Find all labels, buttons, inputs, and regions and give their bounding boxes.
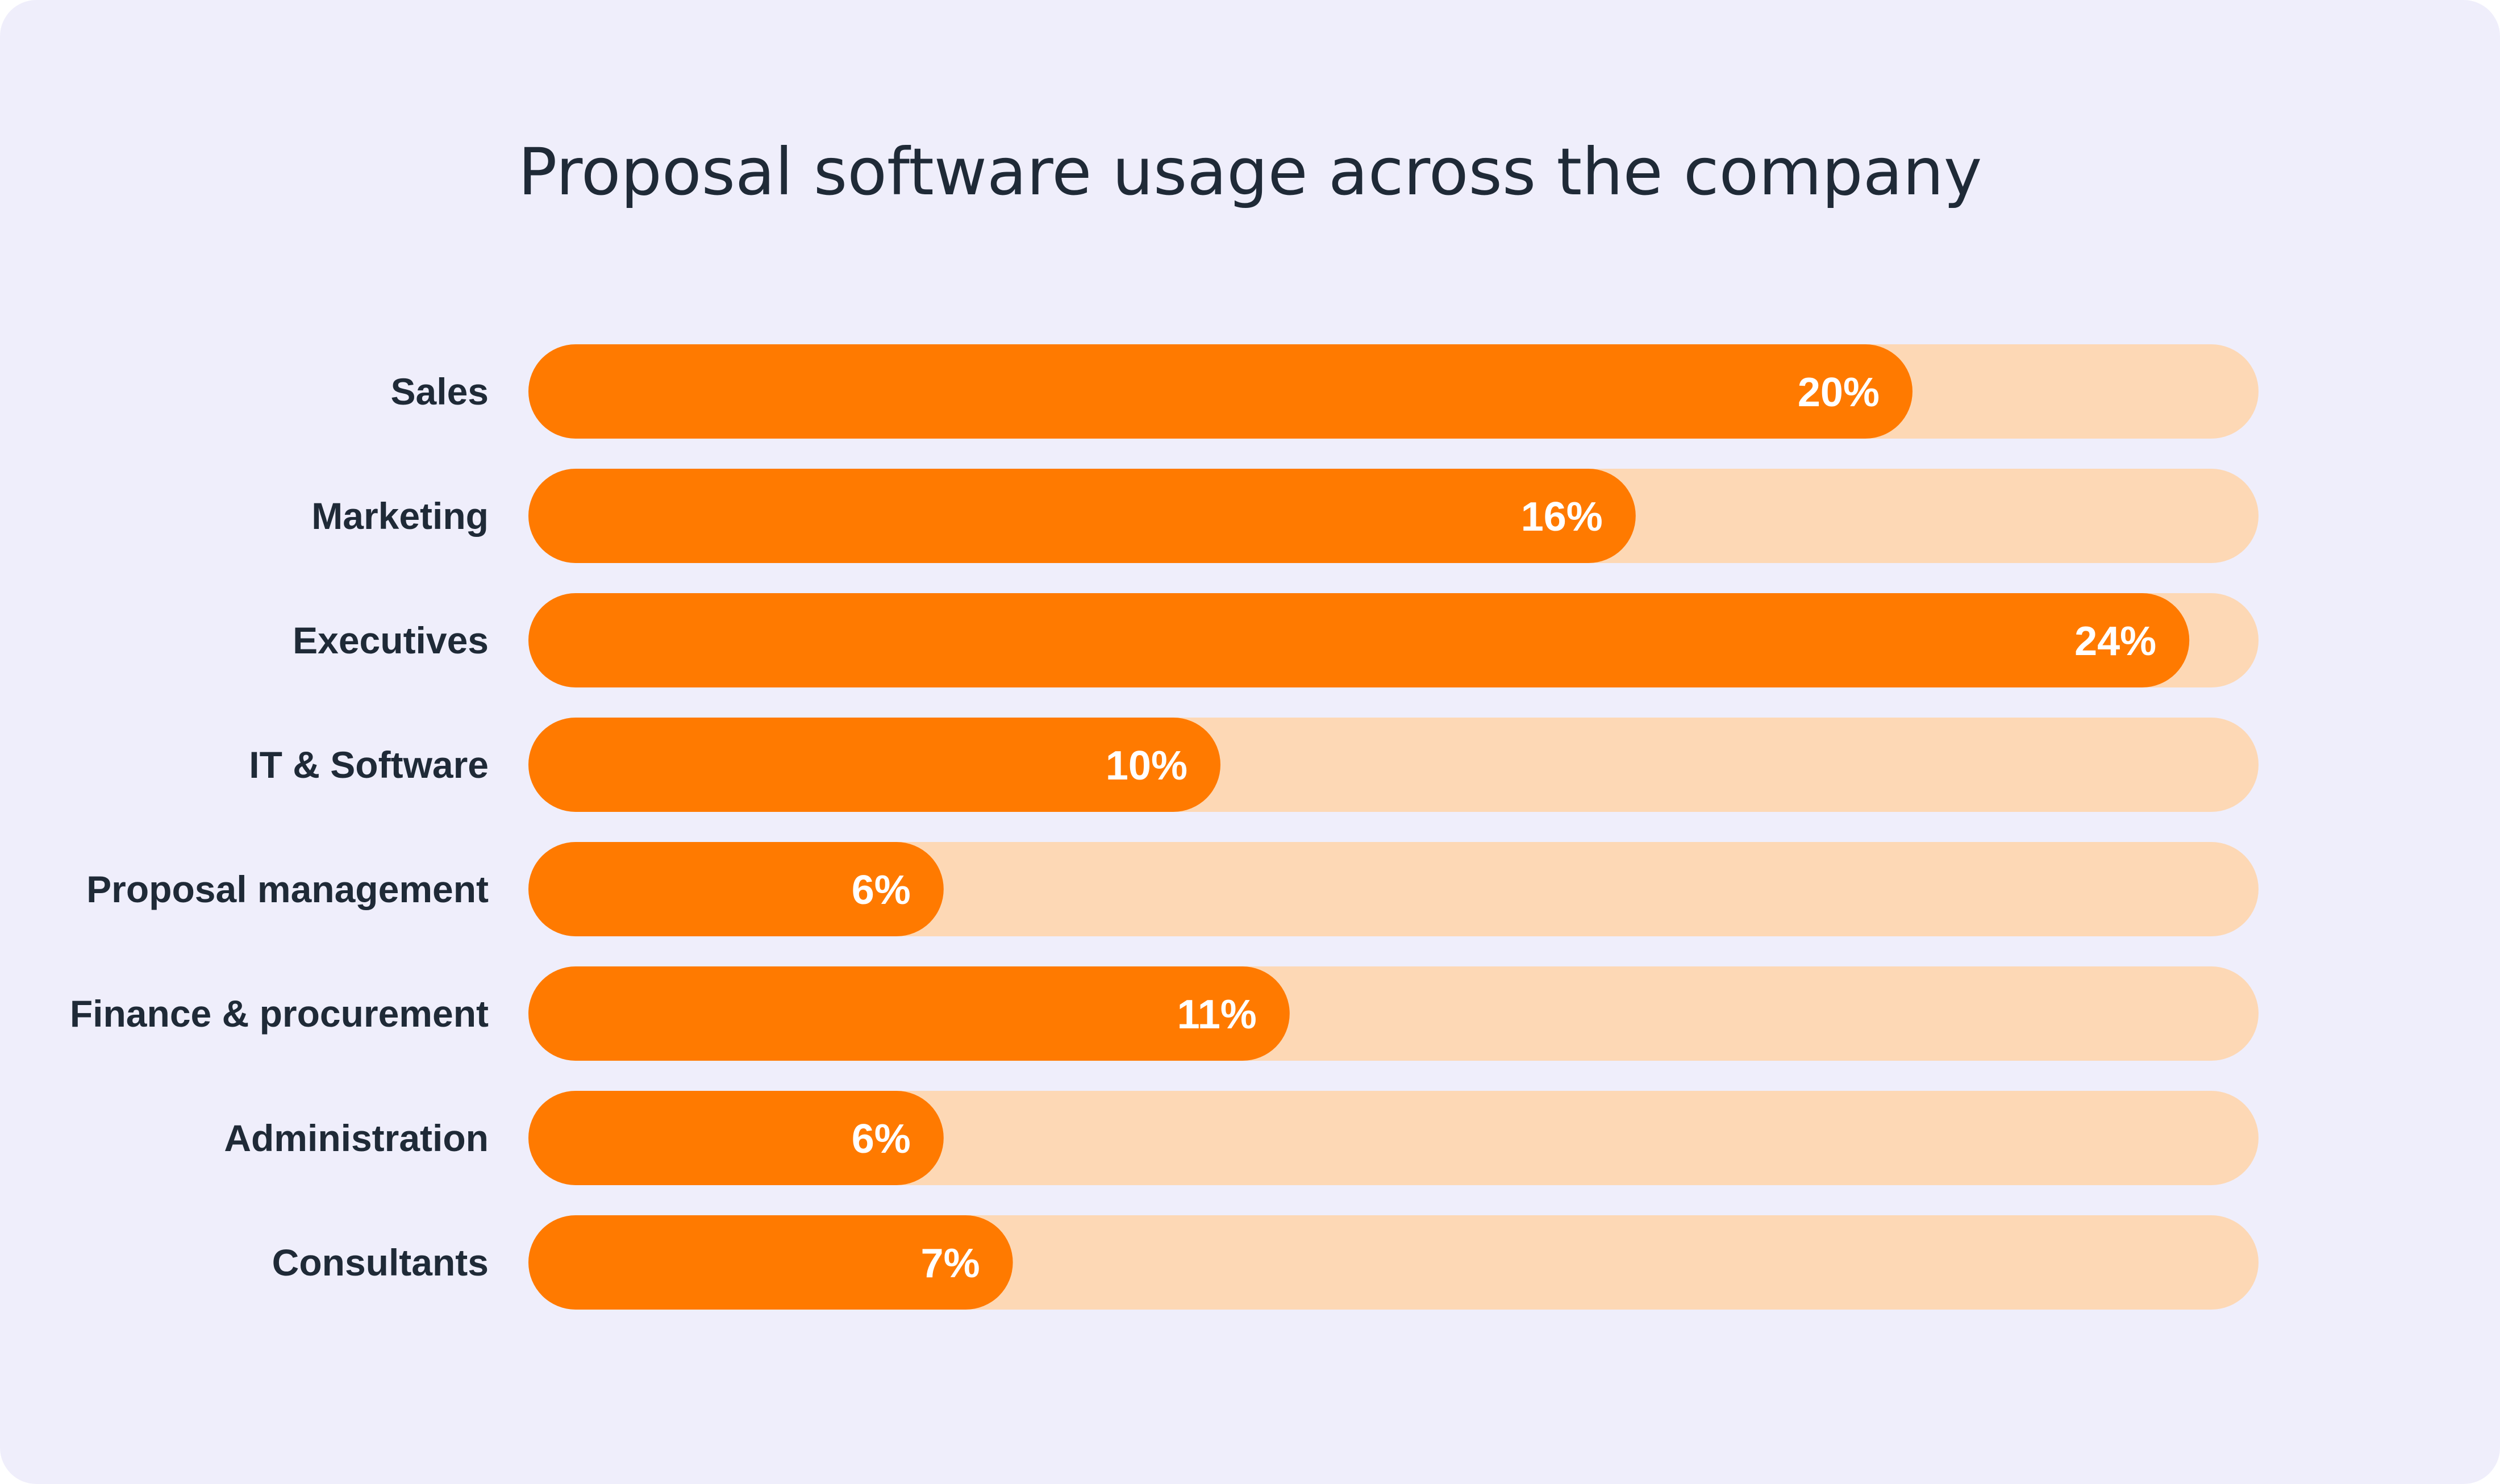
category-label: Administration (224, 1117, 489, 1159)
bar-row: Sales 20% (391, 344, 2259, 439)
bar-track (528, 842, 2259, 936)
value-label: 20% (1798, 370, 1880, 415)
value-label: 11% (1177, 992, 1257, 1037)
value-label: 16% (1521, 494, 1603, 540)
category-label: Finance & procurement (70, 993, 489, 1035)
category-label: Marketing (311, 495, 489, 537)
value-label: 24% (2074, 619, 2156, 664)
category-label: Sales (391, 370, 489, 412)
value-label: 6% (852, 1116, 911, 1162)
category-label: Executives (293, 619, 489, 661)
bar (528, 1091, 944, 1185)
bar (528, 469, 1636, 563)
bar-row: Finance & procurement 11% (70, 966, 2259, 1061)
category-label: Proposal management (86, 868, 489, 910)
bar (528, 842, 944, 936)
bar-row: Marketing 16% (311, 469, 2259, 563)
bar-row: Executives 24% (293, 593, 2259, 687)
chart-title: Proposal software usage across the compa… (518, 134, 1982, 210)
value-label: 7% (921, 1241, 980, 1286)
value-label: 10% (1106, 743, 1188, 789)
bar (528, 966, 1290, 1061)
category-label: IT & Software (249, 744, 489, 786)
bar-track (528, 1091, 2259, 1185)
bar-row: Administration 6% (224, 1091, 2259, 1185)
bar-row: Consultants 7% (272, 1215, 2259, 1310)
bar-row: Proposal management 6% (86, 842, 2259, 936)
bar (528, 1215, 1013, 1310)
bar (528, 593, 2190, 687)
category-label: Consultants (272, 1241, 489, 1283)
bar (528, 344, 1913, 439)
value-label: 6% (852, 868, 911, 913)
bar-row: IT & Software 10% (249, 718, 2259, 812)
bar (528, 718, 1220, 812)
